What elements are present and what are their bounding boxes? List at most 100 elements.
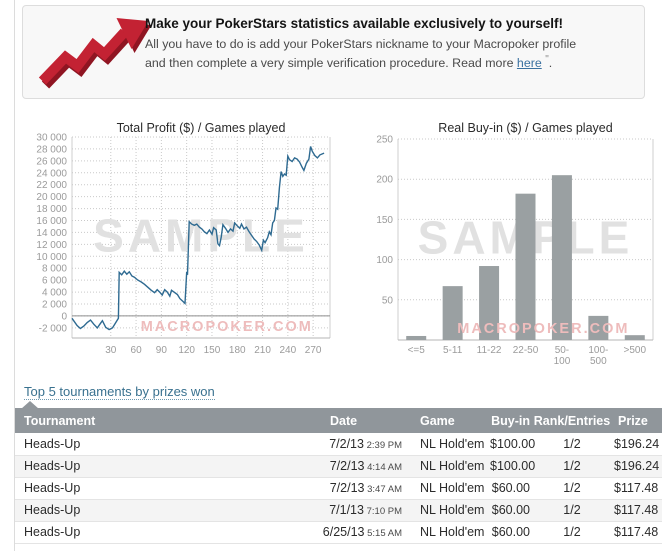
svg-text:60: 60 — [131, 345, 143, 356]
top5-table-section: Tournament Date Game Buy-in Rank/Entries… — [15, 401, 662, 544]
svg-text:28 000: 28 000 — [36, 144, 67, 155]
svg-text:50-: 50- — [555, 345, 569, 356]
cell-rank-entries: 1/2 — [530, 433, 614, 456]
cell-date: 6/25/13 5:15 AM — [310, 521, 402, 544]
cell-tournament: Heads-Up — [15, 433, 310, 456]
banner-line2: and then complete a very simple verifica… — [145, 56, 517, 71]
svg-text:18 000: 18 000 — [36, 204, 67, 215]
svg-text:180: 180 — [229, 345, 246, 356]
cell-date: 7/2/13 3:47 AM — [310, 477, 402, 500]
svg-text:12 000: 12 000 — [36, 240, 67, 251]
cell-rank-entries: 1/2 — [530, 477, 614, 500]
svg-text:240: 240 — [279, 345, 296, 356]
banner-period: . — [548, 56, 553, 71]
svg-text:210: 210 — [254, 345, 271, 356]
buyin-chart-title: Real Buy-in ($) / Games played — [438, 121, 613, 135]
col-date: Date — [310, 408, 402, 433]
banner-body: All you have to do is add your PokerStar… — [145, 37, 635, 71]
cell-tournament: Heads-Up — [15, 521, 310, 544]
time-value: 3:47 AM — [364, 484, 402, 495]
buyin-chart-plot: 50100150200250SAMPLE<=55-1111-2222-5050-… — [376, 135, 654, 367]
cell-prize: $117.48 — [614, 521, 662, 544]
svg-text:MACROPOKER.COM: MACROPOKER.COM — [141, 319, 313, 335]
table-row: Heads-Up 7/2/13 2:39 PM NL Hold'em $100.00 1… — [15, 433, 662, 456]
cell-game: NL Hold'em — [402, 521, 490, 544]
col-tournament: Tournament — [15, 408, 310, 433]
svg-text:5-11: 5-11 — [443, 345, 463, 356]
svg-text:250: 250 — [376, 135, 393, 146]
svg-text:200: 200 — [376, 175, 393, 186]
svg-text:2 000: 2 000 — [42, 300, 67, 311]
cell-buyin: $60.00 — [490, 521, 530, 544]
cell-tournament: Heads-Up — [15, 477, 310, 500]
external-link-mark-icon: " — [545, 54, 549, 65]
cell-buyin: $100.00 — [490, 433, 535, 456]
time-value: 5:15 AM — [364, 528, 402, 539]
col-rank-entries: Rank/Entries — [530, 408, 614, 433]
svg-text:0: 0 — [61, 311, 67, 322]
profit-chart: Total Profit ($) / Games played 30 60 90 12… — [30, 120, 335, 368]
cell-prize: $196.24 — [614, 455, 662, 478]
date-value: 7/2/13 — [329, 459, 365, 473]
col-prize: Prize — [614, 408, 662, 433]
date-value: 7/2/13 — [329, 436, 364, 451]
col-buyin: Buy-in — [490, 408, 530, 433]
cell-game: NL Hold'em — [402, 499, 490, 522]
promo-banner: Make your PokerStars statistics availabl… — [22, 5, 645, 99]
profit-chart-title: Total Profit ($) / Games played — [116, 121, 286, 135]
svg-text:MACROPOKER.COM: MACROPOKER.COM — [457, 321, 629, 337]
cell-game: NL Hold'em — [402, 477, 490, 500]
table-pointer-triangle — [21, 401, 39, 409]
banner-text: Make your PokerStars statistics availabl… — [145, 16, 635, 71]
svg-text:8 000: 8 000 — [42, 264, 67, 275]
cell-game: NL Hold'em — [402, 433, 490, 456]
svg-text:150: 150 — [204, 345, 221, 356]
here-link[interactable]: here — [516, 56, 542, 71]
cell-rank-entries: 1/2 — [530, 455, 614, 478]
svg-text:30: 30 — [105, 345, 117, 356]
svg-text:>500: >500 — [624, 345, 647, 356]
svg-text:-2 000: -2 000 — [39, 323, 68, 334]
svg-text:90: 90 — [156, 345, 168, 356]
cell-tournament: Heads-Up — [15, 455, 310, 478]
cell-buyin: $60.00 — [490, 477, 530, 500]
table-row: Heads-Up 7/2/13 4:14 AM NL Hold'em $100.00 1… — [15, 455, 662, 478]
date-value: 7/1/13 — [329, 503, 364, 517]
svg-text:270: 270 — [305, 345, 322, 356]
banner-title: Make your PokerStars statistics availabl… — [145, 16, 563, 31]
table-row: Heads-Up 7/1/13 7:10 PM NL Hold'em $60.00 1/… — [15, 499, 662, 522]
cell-buyin: $60.00 — [490, 499, 530, 522]
svg-text:26 000: 26 000 — [36, 156, 67, 167]
svg-text:120: 120 — [178, 345, 195, 356]
page-left-border — [14, 0, 15, 551]
banner-line1: All you have to do is add your PokerStar… — [145, 37, 577, 51]
date-value: 6/25/13 — [322, 525, 365, 539]
table-row: Heads-Up 7/2/13 3:47 AM NL Hold'em $60.00 1/… — [15, 477, 662, 500]
svg-text:11-22: 11-22 — [477, 345, 502, 356]
top5-table-header: Tournament Date Game Buy-in Rank/Entries… — [15, 408, 662, 433]
date-value: 7/2/13 — [329, 481, 365, 495]
svg-text:150: 150 — [376, 215, 393, 226]
svg-text:<=5: <=5 — [408, 345, 426, 356]
cell-buyin: $100.00 — [490, 455, 535, 478]
svg-text:22 000: 22 000 — [36, 180, 67, 191]
cell-prize: $117.48 — [614, 477, 662, 500]
svg-text:100: 100 — [554, 356, 571, 367]
svg-text:100: 100 — [376, 255, 393, 266]
top5-table-body: Heads-Up 7/2/13 2:39 PM NL Hold'em $100.00 1… — [15, 433, 662, 544]
svg-text:24 000: 24 000 — [36, 168, 67, 179]
svg-text:50: 50 — [382, 295, 394, 306]
time-value: 4:14 AM — [364, 462, 402, 473]
svg-text:16 000: 16 000 — [36, 216, 67, 227]
cell-prize: $117.48 — [614, 499, 662, 522]
cell-date: 7/1/13 7:10 PM — [310, 499, 402, 522]
time-value: 7:10 PM — [363, 506, 402, 517]
svg-text:100-: 100- — [588, 345, 608, 356]
top5-tournaments-link[interactable]: Top 5 tournaments by prizes won — [24, 384, 215, 400]
svg-text:20 000: 20 000 — [36, 192, 67, 203]
cell-rank-entries: 1/2 — [530, 521, 614, 544]
col-game: Game — [402, 408, 490, 433]
cell-date: 7/2/13 4:14 AM — [310, 455, 402, 478]
